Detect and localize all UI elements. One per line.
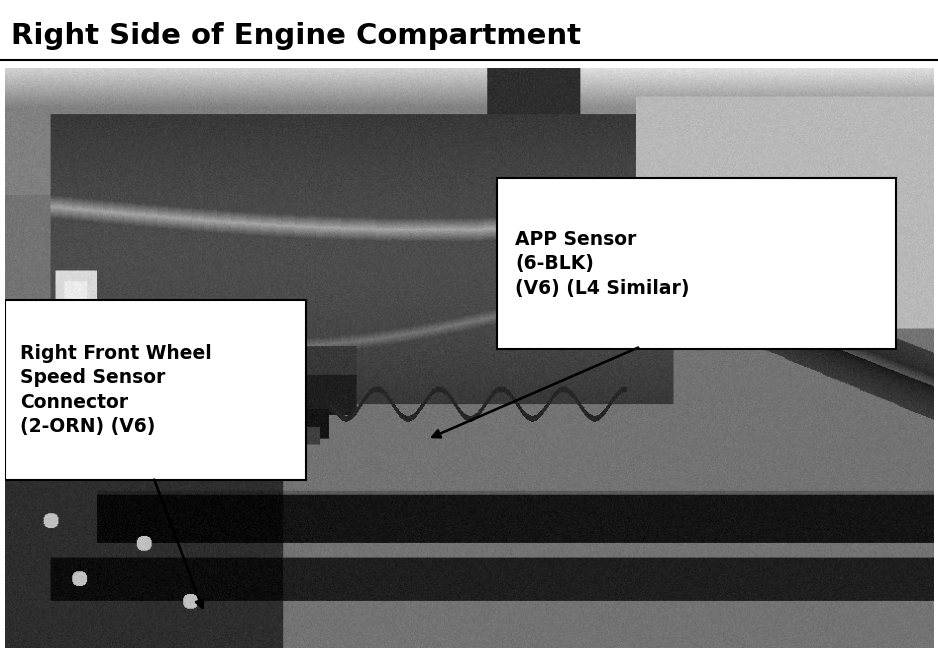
Text: Right Front Wheel
Speed Sensor
Connector
(2-ORN) (V6): Right Front Wheel Speed Sensor Connector… xyxy=(21,344,212,436)
Text: APP Sensor
(6-BLK)
(V6) (L4 Similar): APP Sensor (6-BLK) (V6) (L4 Similar) xyxy=(515,230,690,297)
FancyBboxPatch shape xyxy=(497,178,896,349)
FancyBboxPatch shape xyxy=(5,300,307,480)
Text: Right Side of Engine Compartment: Right Side of Engine Compartment xyxy=(11,21,582,50)
